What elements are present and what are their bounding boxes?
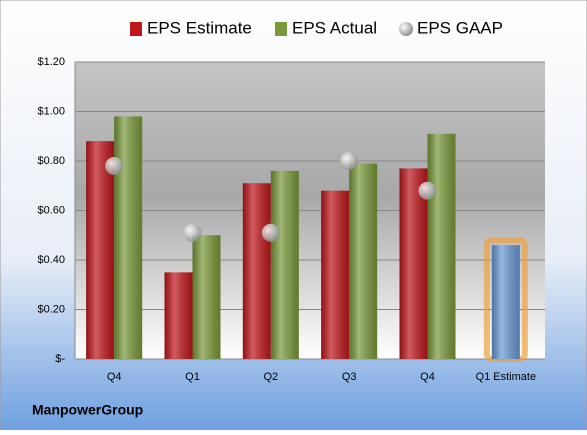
y-tick-label: $1.20 bbox=[37, 56, 65, 68]
bar-shine bbox=[192, 235, 221, 359]
legend-swatch bbox=[399, 22, 413, 36]
marker bbox=[418, 181, 437, 200]
bar-shine bbox=[164, 272, 193, 359]
y-tick-label: $0.40 bbox=[37, 254, 65, 266]
y-tick-label: $0.60 bbox=[37, 204, 65, 216]
legend-swatch bbox=[275, 22, 287, 36]
x-tick-label: Q1 Estimate bbox=[476, 371, 537, 383]
bar-shine bbox=[349, 163, 378, 359]
y-tick-label: $0.80 bbox=[37, 155, 65, 167]
y-tick-label: $- bbox=[55, 353, 65, 365]
bar-shine bbox=[86, 141, 115, 359]
bar-shine bbox=[399, 168, 428, 359]
bar-shine bbox=[242, 183, 271, 359]
marker bbox=[183, 223, 202, 242]
legend-swatch bbox=[130, 22, 142, 36]
bar-shine bbox=[270, 170, 299, 359]
legend-label: EPS GAAP bbox=[417, 18, 503, 37]
marker bbox=[261, 223, 280, 242]
bar-shine bbox=[321, 190, 350, 359]
x-tick-label: Q1 bbox=[185, 371, 200, 383]
marker bbox=[105, 156, 124, 175]
footer: ManpowerGroup bbox=[32, 402, 143, 418]
x-tick-label: Q3 bbox=[342, 371, 357, 383]
legend-label: EPS Actual bbox=[292, 18, 377, 37]
x-tick-label: Q2 bbox=[263, 371, 278, 383]
bar-shine bbox=[114, 116, 143, 359]
y-tick-label: $0.20 bbox=[37, 303, 65, 315]
x-tick-label: Q4 bbox=[420, 371, 435, 383]
bar-shine bbox=[491, 245, 520, 359]
y-tick-label: $1.00 bbox=[37, 105, 65, 117]
x-tick-label: Q4 bbox=[107, 371, 122, 383]
bar-shine bbox=[427, 133, 456, 359]
marker bbox=[340, 152, 359, 170]
legend-label: EPS Estimate bbox=[147, 18, 252, 37]
